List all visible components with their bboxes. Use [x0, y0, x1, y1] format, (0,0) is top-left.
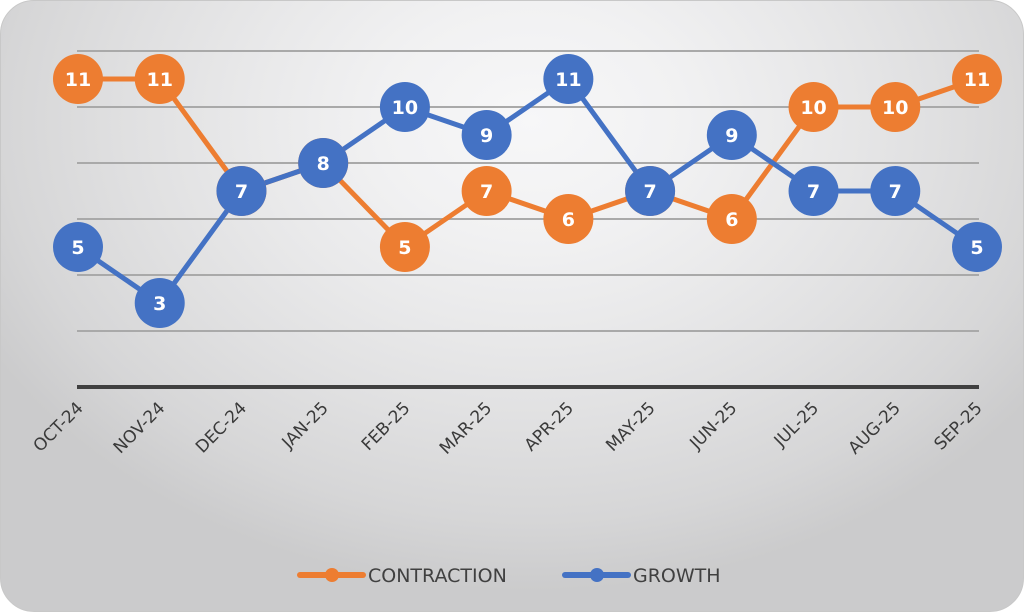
marker-contraction [379, 222, 430, 272]
marker-contraction [952, 54, 1002, 104]
data-label: 8 [317, 153, 330, 175]
marker-growth [543, 54, 594, 104]
data-label: 7 [235, 181, 248, 203]
marker-contraction [134, 54, 185, 104]
data-point-contraction[interactable]: 11 [53, 54, 103, 104]
legend-growth-marker-icon [590, 568, 604, 582]
x-tick-label: AUG-25 [845, 398, 905, 458]
marker-contraction [870, 82, 921, 132]
data-label: 9 [480, 125, 493, 147]
marker-growth [870, 166, 921, 216]
data-label: 11 [555, 69, 581, 91]
marker-contraction [543, 194, 594, 244]
marker-growth [53, 222, 103, 272]
marker-growth [134, 278, 185, 328]
marker-growth [461, 110, 512, 160]
marker-growth [706, 110, 757, 160]
data-label: 11 [65, 69, 91, 91]
legend: CONTRACTION GROWTH [297, 565, 721, 587]
data-label: 7 [889, 181, 902, 203]
data-point-growth[interactable]: 7 [625, 166, 676, 216]
data-point-contraction[interactable]: 6 [706, 194, 757, 244]
x-tick-label: FEB-25 [358, 398, 415, 455]
series-markers: 1111785767610101153781091179775 [53, 54, 1002, 328]
marker-growth [788, 166, 839, 216]
marker-contraction [53, 54, 103, 104]
data-label: 5 [71, 237, 84, 259]
data-label: 6 [562, 209, 575, 231]
legend-item-growth[interactable]: GROWTH [562, 565, 721, 587]
data-point-growth[interactable]: 7 [788, 166, 839, 216]
data-point-growth[interactable]: 7 [870, 166, 921, 216]
data-point-contraction[interactable]: 11 [134, 54, 185, 104]
data-label: 10 [392, 97, 418, 119]
legend-item-contraction[interactable]: CONTRACTION [297, 565, 507, 587]
x-tick-label: JUL-25 [770, 398, 823, 451]
x-tick-label: MAY-25 [602, 398, 659, 455]
legend-contraction-marker-icon [325, 568, 339, 582]
data-label: 11 [147, 69, 173, 91]
data-label: 5 [398, 237, 411, 259]
marker-contraction [461, 166, 512, 216]
data-label: 11 [964, 69, 990, 91]
legend-contraction-label: CONTRACTION [368, 565, 507, 587]
data-point-contraction[interactable]: 6 [543, 194, 594, 244]
data-point-growth[interactable]: 8 [298, 138, 349, 188]
data-label: 10 [882, 97, 908, 119]
data-point-growth[interactable]: 5 [53, 222, 103, 272]
data-point-contraction[interactable]: 5 [379, 222, 430, 272]
data-point-growth[interactable]: 9 [706, 110, 757, 160]
data-label: 5 [970, 237, 983, 259]
data-point-growth[interactable]: 11 [543, 54, 594, 104]
data-label: 9 [725, 125, 738, 147]
x-tick-label: DEC-24 [192, 398, 251, 457]
marker-growth [379, 82, 430, 132]
data-point-growth[interactable]: 10 [379, 82, 430, 132]
data-label: 6 [725, 209, 738, 231]
x-tick-label: JAN-25 [278, 398, 333, 453]
marker-growth [952, 222, 1002, 272]
marker-growth [625, 166, 676, 216]
data-label: 7 [643, 181, 656, 203]
data-point-contraction[interactable]: 10 [788, 82, 839, 132]
data-point-growth[interactable]: 7 [216, 166, 267, 216]
data-point-contraction[interactable]: 10 [870, 82, 921, 132]
x-tick-label: APR-25 [521, 398, 578, 455]
x-axis-tick-labels: OCT-24 NOV-24 DEC-24 JAN-25 FEB-25 MAR-25 APR-… [30, 398, 987, 458]
x-tick-label: JUN-25 [686, 398, 742, 454]
marker-contraction [706, 194, 757, 244]
data-point-growth[interactable]: 5 [952, 222, 1002, 272]
marker-growth [298, 138, 349, 188]
series-lines [76, 76, 979, 306]
marker-contraction [788, 82, 839, 132]
x-tick-label: OCT-24 [30, 398, 88, 456]
x-tick-label: MAR-25 [436, 398, 496, 458]
data-point-contraction[interactable]: 11 [952, 54, 1002, 104]
data-point-growth[interactable]: 3 [134, 278, 185, 328]
x-tick-label: SEP-25 [931, 398, 987, 454]
legend-growth-label: GROWTH [633, 565, 721, 587]
series-line-growth [76, 76, 979, 306]
data-label: 10 [800, 97, 826, 119]
data-point-growth[interactable]: 9 [461, 110, 512, 160]
data-label: 7 [807, 181, 820, 203]
data-label: 3 [153, 293, 166, 315]
x-tick-label: NOV-24 [110, 398, 170, 458]
marker-growth [216, 166, 267, 216]
data-point-contraction[interactable]: 7 [461, 166, 512, 216]
data-label: 7 [480, 181, 493, 203]
